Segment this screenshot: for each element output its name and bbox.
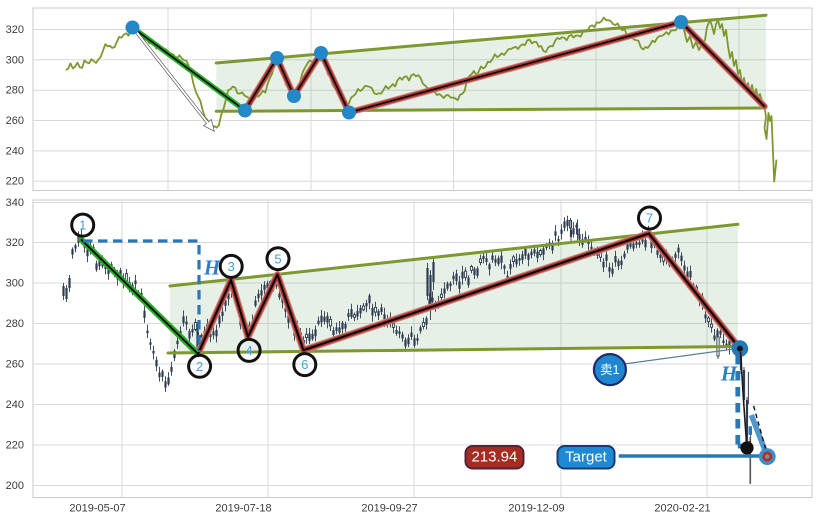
svg-text:1: 1	[79, 218, 86, 233]
svg-text:220: 220	[6, 440, 24, 452]
svg-text:2: 2	[196, 359, 203, 374]
svg-text:2019-12-09: 2019-12-09	[508, 503, 564, 515]
svg-text:2019-05-07: 2019-05-07	[69, 503, 125, 515]
svg-text:320: 320	[6, 24, 24, 36]
svg-text:2019-07-18: 2019-07-18	[215, 503, 271, 515]
svg-text:H: H	[203, 256, 221, 280]
svg-text:2019-09-27: 2019-09-27	[361, 503, 417, 515]
svg-text:260: 260	[6, 359, 24, 371]
svg-text:240: 240	[6, 399, 24, 411]
svg-text:213.94: 213.94	[471, 448, 517, 465]
svg-text:320: 320	[6, 237, 24, 249]
svg-text:280: 280	[6, 85, 24, 97]
svg-text:200: 200	[6, 480, 24, 492]
svg-text:340: 340	[6, 197, 24, 209]
svg-text:4: 4	[245, 343, 252, 358]
svg-text:260: 260	[6, 115, 24, 127]
svg-text:卖1: 卖1	[600, 363, 620, 377]
svg-text:Target: Target	[565, 448, 608, 465]
svg-text:240: 240	[6, 145, 24, 157]
svg-text:5: 5	[274, 251, 281, 266]
svg-text:280: 280	[6, 318, 24, 330]
svg-text:7: 7	[646, 211, 653, 226]
svg-text:3: 3	[228, 259, 235, 274]
svg-text:6: 6	[301, 357, 308, 372]
svg-text:220: 220	[6, 176, 24, 188]
svg-text:H: H	[720, 362, 738, 386]
svg-text:300: 300	[6, 54, 24, 66]
svg-text:2020-02-21: 2020-02-21	[654, 503, 710, 515]
svg-text:300: 300	[6, 278, 24, 290]
